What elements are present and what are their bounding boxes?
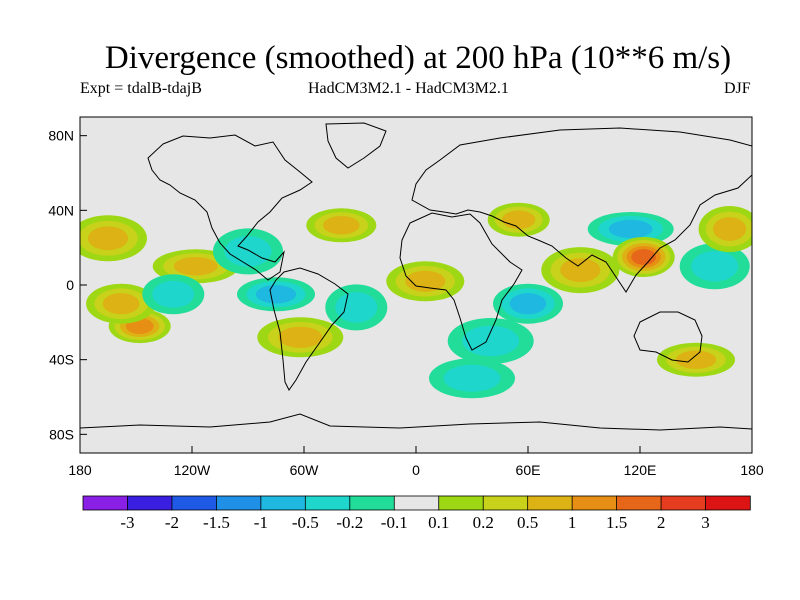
divergence-contour-region: [675, 350, 717, 369]
north-america-coastline: [147, 134, 313, 281]
colorbar-swatch: [82, 495, 129, 511]
divergence-contour-region: [255, 285, 297, 304]
model-label: HadCM3M2.1 - HadCM3M2.1: [308, 80, 509, 97]
australia-coastline: [633, 311, 703, 363]
divergence-contour-region: [691, 250, 739, 282]
colorbar-swatch: [482, 495, 529, 511]
y-tick-label: 0: [66, 277, 74, 293]
divergence-contour-region: [405, 270, 446, 292]
colorbar-swatch: [171, 495, 218, 511]
divergence-contour-region: [278, 326, 323, 348]
colorbar-swatch: [304, 495, 351, 511]
colorbar-level-label: 1.5: [606, 513, 627, 532]
y-tick-label: 40N: [48, 202, 74, 218]
coastline-layer: [80, 122, 752, 431]
x-tick-label: 180: [740, 462, 764, 478]
colorbar-swatch: [527, 495, 573, 511]
divergence-contour-region: [152, 280, 195, 308]
x-tick-label: 60W: [290, 462, 320, 478]
colorbar-swatch: [215, 495, 262, 511]
y-tick-label: 80S: [49, 426, 74, 442]
y-tick-label: 80N: [48, 128, 74, 144]
divergence-contour-region: [323, 216, 360, 235]
colorbar-swatch: [393, 495, 440, 511]
latitude-axis: 80N 40N 0 40S 80S: [48, 128, 87, 442]
colorbar-swatch: [438, 495, 484, 511]
divergence-contour-region: [462, 325, 520, 357]
colorbar-level-label: -2: [165, 513, 179, 532]
divergence-contour-region: [335, 292, 378, 323]
colorbar-level-label: 1: [568, 513, 577, 532]
greenland-coastline: [325, 122, 387, 169]
colorbar-level-label: -1.5: [203, 513, 230, 532]
colorbar-swatch: [705, 495, 751, 511]
colorbar-swatch: [571, 495, 618, 511]
divergence-contour-region: [502, 210, 536, 229]
colorbar-level-label: 0.2: [473, 513, 494, 532]
divergence-contour-region: [560, 258, 601, 282]
colorbar-level-label: -0.2: [336, 513, 363, 532]
season-label: DJF: [724, 80, 751, 97]
x-tick-label: 120W: [174, 462, 211, 478]
colorbar-level-label: 0.5: [517, 513, 538, 532]
divergence-contour-region: [608, 219, 653, 239]
divergence-contour-region: [102, 293, 140, 315]
colorbar-level-label: 0.1: [428, 513, 449, 532]
colorbar-level-label: -3: [120, 513, 134, 532]
divergence-contour-region: [631, 249, 657, 265]
divergence-contour-region: [173, 257, 218, 276]
longitude-axis: 180 120W 60W 0 60E 120E 180: [68, 446, 764, 478]
colorbar-swatch: [349, 495, 395, 511]
colorbar-level-label: -0.5: [292, 513, 319, 532]
colorbar-swatch: [616, 495, 662, 511]
eurasia-coastline: [411, 127, 752, 293]
divergence-contour-region: [87, 226, 129, 251]
divergence-contour-region: [224, 236, 272, 267]
antarctica-coastline: [80, 413, 752, 431]
divergence-contour-region: [713, 217, 747, 241]
y-tick-label: 40S: [49, 352, 74, 368]
experiment-label: Expt = tdalB-tdajB: [80, 80, 202, 97]
colorbar-swatch: [127, 495, 173, 511]
divergence-contour-region: [509, 293, 547, 315]
divergence-contour-region: [443, 364, 501, 392]
colorbar-level-label: 3: [701, 513, 710, 532]
colorbar-level-label: 2: [657, 513, 666, 532]
x-tick-label: 180: [68, 462, 92, 478]
colorbar-swatch: [660, 495, 707, 511]
x-tick-label: 120E: [624, 462, 657, 478]
colorbar-swatch: [260, 495, 307, 511]
south-america-coastline: [269, 267, 349, 391]
colorbar-level-label: -0.1: [381, 513, 408, 532]
x-tick-label: 60E: [516, 462, 541, 478]
colorbar-level-label: -1: [254, 513, 268, 532]
divergence-field-layer: [80, 202, 752, 399]
chart-title: Divergence (smoothed) at 200 hPa (10**6 …: [104, 40, 732, 76]
colorbar: -3 -2 -1.5 -1 -0.5 -0.2 -0.1 0.1 0.2 0.5 1 1.5 2 3: [82, 495, 751, 532]
africa-coastline: [399, 212, 523, 351]
x-tick-label: 0: [412, 462, 420, 478]
